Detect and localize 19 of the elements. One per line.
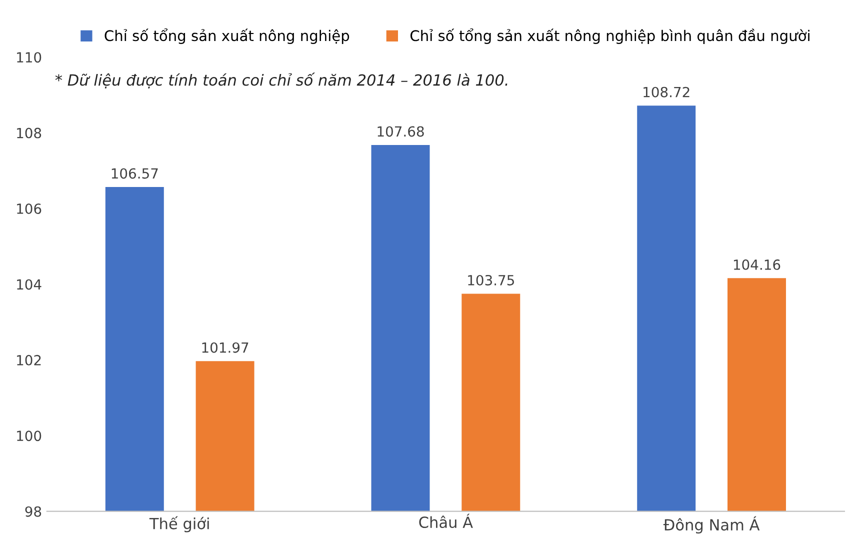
- legend-label: Chỉ số tổng sản xuất nông nghiệp bình quân đầu người: [410, 28, 810, 44]
- data-label: 107.68: [378, 126, 424, 137]
- legend-label: Chỉ số tổng sản xuất nông nghiệp: [104, 28, 350, 44]
- data-label: 106.57: [112, 168, 158, 179]
- y-tick-label: 98: [25, 506, 42, 517]
- data-label: 101.97: [202, 342, 248, 353]
- y-tick-label: 104: [17, 279, 42, 290]
- data-label: 108.72: [644, 86, 690, 98]
- data-label: 103.75: [468, 274, 514, 286]
- y-tick-label: 110: [17, 52, 42, 63]
- annotation: * Dữ liệu được tính toán coi chỉ số năm 2014 – 2016 là 100.: [55, 72, 508, 88]
- y-tick-label: 106: [17, 204, 42, 214]
- y-tick-label: 100: [17, 430, 42, 442]
- x-tick-label: Châu Á: [419, 514, 473, 528]
- y-tick-label: 108: [17, 128, 42, 138]
- x-tick-label: Thế giới: [149, 516, 209, 532]
- y-tick-label: 102: [17, 354, 41, 366]
- x-tick-label: Đông Nam Á: [663, 516, 760, 534]
- data-label: 104.16: [734, 259, 780, 270]
